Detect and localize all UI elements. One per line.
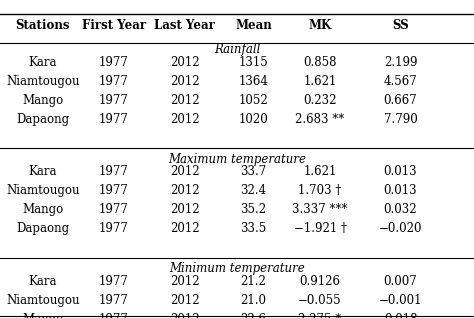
Text: 2012: 2012 xyxy=(170,94,200,107)
Text: 2012: 2012 xyxy=(170,184,200,197)
Text: 2012: 2012 xyxy=(170,275,200,288)
Text: 33.5: 33.5 xyxy=(240,223,267,235)
Text: 0.013: 0.013 xyxy=(384,184,417,197)
Text: 1977: 1977 xyxy=(99,184,129,197)
Text: First Year: First Year xyxy=(82,19,146,32)
Text: Niamtougou: Niamtougou xyxy=(6,294,80,307)
Text: 1315: 1315 xyxy=(239,56,268,68)
Text: 32.4: 32.4 xyxy=(240,184,267,197)
Text: Kara: Kara xyxy=(28,275,57,288)
Text: 35.2: 35.2 xyxy=(240,204,267,216)
Text: 1.621: 1.621 xyxy=(303,75,337,87)
Text: 33.7: 33.7 xyxy=(240,165,267,178)
Text: 1977: 1977 xyxy=(99,56,129,68)
Text: 1977: 1977 xyxy=(99,313,129,318)
Text: 1977: 1977 xyxy=(99,275,129,288)
Text: 1.703 †: 1.703 † xyxy=(298,184,342,197)
Text: 1.621: 1.621 xyxy=(303,165,337,178)
Text: Stations: Stations xyxy=(16,19,70,32)
Text: 22.6: 22.6 xyxy=(241,313,266,318)
Text: 1977: 1977 xyxy=(99,223,129,235)
Text: 2012: 2012 xyxy=(170,313,200,318)
Text: 0.032: 0.032 xyxy=(384,204,417,216)
Text: 0.013: 0.013 xyxy=(384,165,417,178)
Text: 21.0: 21.0 xyxy=(241,294,266,307)
Text: 1977: 1977 xyxy=(99,294,129,307)
Text: 1020: 1020 xyxy=(239,113,268,126)
Text: −0.020: −0.020 xyxy=(379,223,422,235)
Text: MK: MK xyxy=(308,19,332,32)
Text: 7.790: 7.790 xyxy=(383,113,418,126)
Text: 0.9126: 0.9126 xyxy=(300,275,340,288)
Text: 0.018: 0.018 xyxy=(384,313,417,318)
Text: Niamtougou: Niamtougou xyxy=(6,184,80,197)
Text: 4.567: 4.567 xyxy=(383,75,418,87)
Text: 2012: 2012 xyxy=(170,165,200,178)
Text: Mean: Mean xyxy=(235,19,272,32)
Text: Maximum temperature: Maximum temperature xyxy=(168,153,306,165)
Text: Rainfall: Rainfall xyxy=(214,43,260,56)
Text: −0.001: −0.001 xyxy=(379,294,422,307)
Text: 2012: 2012 xyxy=(170,294,200,307)
Text: Dapaong: Dapaong xyxy=(16,113,69,126)
Text: Last Year: Last Year xyxy=(155,19,215,32)
Text: 0.232: 0.232 xyxy=(303,94,337,107)
Text: 1364: 1364 xyxy=(238,75,269,87)
Text: SS: SS xyxy=(392,19,409,32)
Text: 2.683 **: 2.683 ** xyxy=(295,113,345,126)
Text: 2012: 2012 xyxy=(170,75,200,87)
Text: 1977: 1977 xyxy=(99,94,129,107)
Text: 2.275 *: 2.275 * xyxy=(298,313,342,318)
Text: Mango: Mango xyxy=(22,313,64,318)
Text: −1.921 †: −1.921 † xyxy=(293,223,346,235)
Text: 2012: 2012 xyxy=(170,56,200,68)
Text: Kara: Kara xyxy=(28,165,57,178)
Text: 21.2: 21.2 xyxy=(241,275,266,288)
Text: 3.337 ***: 3.337 *** xyxy=(292,204,348,216)
Text: 1977: 1977 xyxy=(99,165,129,178)
Text: 1977: 1977 xyxy=(99,75,129,87)
Text: 2012: 2012 xyxy=(170,223,200,235)
Text: Niamtougou: Niamtougou xyxy=(6,75,80,87)
Text: Mango: Mango xyxy=(22,204,64,216)
Text: −0.055: −0.055 xyxy=(298,294,342,307)
Text: 0.858: 0.858 xyxy=(303,56,337,68)
Text: Mango: Mango xyxy=(22,94,64,107)
Text: Kara: Kara xyxy=(28,56,57,68)
Text: 1977: 1977 xyxy=(99,204,129,216)
Text: 1977: 1977 xyxy=(99,113,129,126)
Text: 2.199: 2.199 xyxy=(384,56,417,68)
Text: 0.667: 0.667 xyxy=(383,94,418,107)
Text: Minimum temperature: Minimum temperature xyxy=(169,262,305,275)
Text: 2012: 2012 xyxy=(170,204,200,216)
Text: 1052: 1052 xyxy=(239,94,268,107)
Text: 0.007: 0.007 xyxy=(383,275,418,288)
Text: Dapaong: Dapaong xyxy=(16,223,69,235)
Text: 2012: 2012 xyxy=(170,113,200,126)
